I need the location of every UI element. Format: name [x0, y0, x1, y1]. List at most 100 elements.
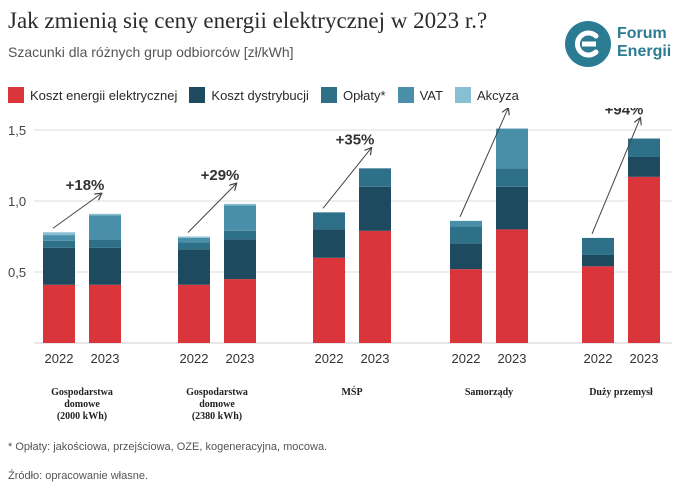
bar-segment [224, 239, 256, 280]
bar-segment [43, 247, 75, 285]
group-label-line: (2000 kWh) [57, 411, 107, 422]
bar-segment [359, 186, 391, 231]
year-label: 2022 [315, 351, 344, 366]
legend-label: Koszt energii elektrycznej [30, 87, 178, 103]
change-label: +29% [201, 167, 240, 184]
bar-segment [628, 176, 660, 343]
logo-line-1: Forum [617, 25, 667, 42]
bar-segment [43, 284, 75, 343]
bar-segment [224, 279, 256, 343]
bar-segment [582, 254, 614, 267]
bar-segment [496, 168, 528, 187]
logo-text: Forum Energii [617, 25, 671, 61]
logo-line-2: Energii [617, 43, 672, 60]
legend-swatch [189, 87, 206, 103]
bar-segment [313, 229, 345, 258]
year-label: 2023 [630, 351, 659, 366]
change-label: +75% [473, 108, 512, 109]
legend-swatch [8, 87, 24, 103]
chart-title: Jak zmienią się ceny energii elektryczne… [8, 8, 488, 33]
group-label: Duży przemysł [589, 387, 653, 398]
bar-segment [224, 205, 256, 231]
group-label-line: domowe [64, 399, 100, 410]
growth-arrow [52, 194, 101, 229]
bar-segment [178, 242, 210, 250]
bar-segment [450, 226, 482, 244]
group-label: MŚP [341, 386, 362, 398]
source-note: Źródło: opracowanie własne. [8, 470, 149, 482]
legend-swatch [397, 87, 414, 103]
group-label: Gospodarstwa domowe (2000 kWh) [51, 387, 113, 422]
group-label-line: domowe [199, 399, 235, 410]
bar-segment [43, 235, 75, 241]
y-tick-label: 1,5 [8, 123, 26, 138]
year-label: 2023 [361, 351, 390, 366]
legend-swatch [320, 87, 337, 103]
bar-segment [450, 269, 482, 343]
growth-arrow [591, 119, 640, 235]
group-label: Samorządy [465, 387, 513, 398]
legend-label: Koszt dystrybucji [211, 87, 309, 103]
bar-segment [43, 240, 75, 248]
bar-segment [89, 284, 121, 343]
legend-item: Akcyza [454, 87, 519, 103]
group-label-line: MŚP [341, 386, 362, 398]
chart-subtitle: Szacunki dla różnych grup odbiorców [zł/… [8, 44, 294, 60]
bar-segment [89, 213, 121, 216]
group-label-line: Samorządy [465, 387, 513, 398]
forum-energii-logo[interactable]: Forum Energii [565, 21, 675, 69]
group-label-line: (2380 kWh) [192, 411, 242, 422]
growth-arrow [459, 109, 508, 218]
legend-swatch [454, 87, 471, 103]
bar-segment [496, 186, 528, 230]
year-label: 2023 [226, 351, 255, 366]
bar-segment [450, 220, 482, 227]
change-label: +35% [336, 131, 375, 148]
bar-segment [224, 230, 256, 240]
bar-segment [450, 243, 482, 270]
forum-energii-e-icon [565, 21, 611, 67]
bar-segment [178, 284, 210, 343]
growth-arrow [322, 148, 371, 209]
year-label: 2023 [498, 351, 527, 366]
growth-arrow [187, 184, 236, 233]
bar-segment [178, 237, 210, 243]
chart-legend: Koszt energii elektrycznej Koszt dystrybu… [8, 86, 531, 104]
y-tick-label: 1,0 [8, 194, 26, 209]
group-label: Gospodarstwa domowe (2380 kWh) [186, 387, 248, 422]
bar-segment [359, 230, 391, 343]
bar-segment [224, 203, 256, 206]
group-label-line: Duży przemysł [589, 387, 653, 398]
legend-label: Opłaty* [342, 87, 386, 103]
year-label: 2022 [452, 351, 481, 366]
bar-segment [89, 247, 121, 285]
legend-item: Koszt energii elektrycznej [8, 87, 177, 103]
bar-segment [89, 215, 121, 240]
footnote: * Opłaty: jakościowa, przejściowa, OZE, … [8, 441, 328, 453]
bar-segment [178, 249, 210, 285]
bar-segment [313, 257, 345, 343]
bar-segment [313, 212, 345, 230]
bar-segment [43, 232, 75, 236]
bar-segment [582, 266, 614, 343]
bar-segment [496, 229, 528, 343]
year-label: 2022 [180, 351, 209, 366]
bar-segment [89, 239, 121, 248]
change-label: +18% [66, 177, 105, 194]
legend-label: VAT [419, 87, 443, 103]
group-label-line: Gospodarstwa [186, 387, 248, 398]
bar-segment [628, 138, 660, 157]
y-tick-label: 0,5 [8, 265, 26, 280]
bar-segment [628, 156, 660, 177]
bar-segment [496, 128, 528, 169]
year-label: 2022 [584, 351, 613, 366]
legend-item: VAT [397, 87, 443, 103]
change-label: +94% [605, 108, 644, 119]
legend-item: Opłaty* [320, 87, 386, 103]
group-label-line: Gospodarstwa [51, 387, 113, 398]
legend-item: Koszt dystrybucji [189, 87, 309, 103]
bar-segment [178, 236, 210, 238]
year-label: 2023 [91, 351, 120, 366]
legend-label: Akcyza [476, 87, 519, 103]
